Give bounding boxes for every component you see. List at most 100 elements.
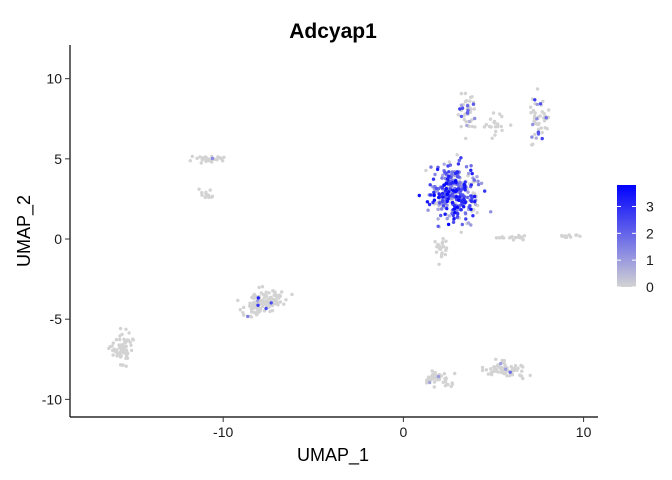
cell-point <box>454 179 458 183</box>
cell-point <box>248 301 252 305</box>
cell-point <box>451 180 455 185</box>
cell-point <box>452 204 457 208</box>
cell-point <box>428 183 432 187</box>
cell-point <box>465 111 470 115</box>
cell-point <box>503 367 508 371</box>
cell-point <box>259 307 263 311</box>
cell-point <box>113 349 118 354</box>
cell-point <box>492 365 496 369</box>
cell-point <box>432 376 437 380</box>
cell-point <box>115 354 119 358</box>
cell-point <box>451 213 455 218</box>
cell-point <box>502 371 506 376</box>
cell-point <box>269 301 273 305</box>
cell-point <box>266 301 270 305</box>
cell-point <box>275 301 279 305</box>
cell-point <box>207 195 211 200</box>
cell-point <box>489 125 493 129</box>
cell-point <box>190 154 194 159</box>
cell-point <box>489 367 493 371</box>
cell-point <box>459 208 463 212</box>
cell-point <box>445 177 450 181</box>
cell-point <box>533 98 537 102</box>
cell-point <box>432 193 436 197</box>
cell-point <box>528 373 532 378</box>
cell-point <box>494 367 499 372</box>
cell-point <box>533 111 537 115</box>
cell-point <box>509 123 513 127</box>
cell-point <box>447 174 451 178</box>
cell-point <box>499 361 503 366</box>
cell-point <box>199 161 203 165</box>
cell-point <box>464 119 468 124</box>
cell-point <box>463 91 468 96</box>
legend-tick-label: 3 <box>646 198 654 214</box>
cell-point <box>452 217 456 221</box>
cell-point <box>253 303 257 308</box>
cell-point <box>464 136 468 141</box>
cell-point <box>459 103 464 107</box>
color-legend-ticks: 0 1 2 3 <box>617 198 654 295</box>
cell-point <box>282 302 286 306</box>
cell-point <box>484 368 489 372</box>
cell-point <box>470 124 474 129</box>
cell-point <box>429 377 433 382</box>
cell-point <box>432 373 436 377</box>
cell-point <box>195 156 199 160</box>
cell-point <box>443 380 448 384</box>
cell-point <box>441 199 445 203</box>
cell-point <box>472 178 476 182</box>
cell-point <box>252 310 257 315</box>
cell-point <box>216 155 220 159</box>
x-axis-title: UMAP_1 <box>297 445 369 466</box>
y-axis-title: UMAP_2 <box>14 195 35 267</box>
cell-point <box>434 250 439 254</box>
cell-point <box>468 110 473 115</box>
cell-point <box>476 182 481 187</box>
scatter-points <box>107 87 582 389</box>
cell-point <box>110 344 114 348</box>
cell-point <box>457 198 461 202</box>
cell-point <box>535 87 540 91</box>
cell-point <box>450 170 454 174</box>
cell-point <box>427 202 432 207</box>
cell-point <box>256 303 260 307</box>
y-tick-label: 0 <box>54 231 62 247</box>
cell-point <box>519 374 524 378</box>
cell-point <box>513 235 518 240</box>
cell-point <box>198 155 202 159</box>
cell-point <box>469 223 473 227</box>
cell-point <box>494 129 498 134</box>
cell-point <box>502 361 506 365</box>
cell-point <box>460 106 465 110</box>
cell-point <box>238 308 242 312</box>
cell-point <box>463 211 468 215</box>
cell-point <box>274 297 278 302</box>
cell-point <box>469 168 473 172</box>
cell-point <box>265 298 269 303</box>
cell-point <box>446 197 450 201</box>
cell-point <box>470 171 474 176</box>
cell-point <box>457 158 461 163</box>
cell-point <box>534 136 538 140</box>
cell-point <box>290 292 294 297</box>
cell-point <box>451 220 456 224</box>
cell-point <box>489 210 493 214</box>
cell-point <box>441 173 445 177</box>
cell-point <box>490 372 494 377</box>
cell-point <box>496 370 500 374</box>
cell-point <box>441 204 446 208</box>
cell-point <box>210 194 215 198</box>
x-tick-label: -10 <box>213 424 233 440</box>
cell-point <box>529 105 533 109</box>
cell-point <box>493 133 497 137</box>
cell-point <box>276 294 281 298</box>
cell-point <box>466 221 471 225</box>
cell-point <box>531 122 535 127</box>
cell-point <box>541 99 545 104</box>
cell-point <box>452 207 457 211</box>
cell-point <box>455 170 460 174</box>
cell-point <box>268 309 272 314</box>
cell-point <box>107 346 111 351</box>
cell-point <box>222 155 226 159</box>
